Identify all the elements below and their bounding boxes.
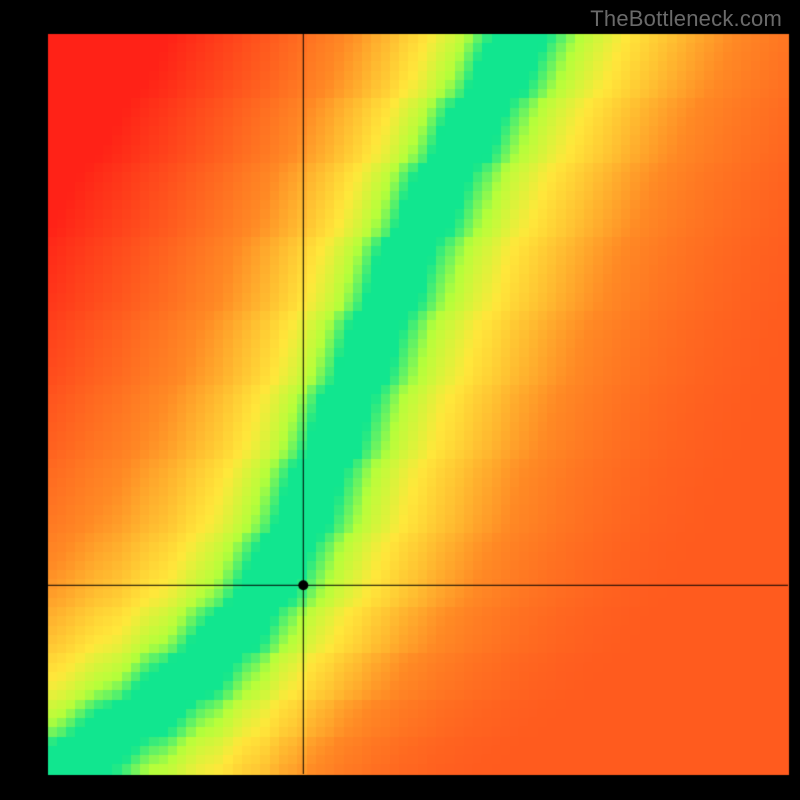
heatmap-canvas [0, 0, 800, 800]
watermark-text: TheBottleneck.com [590, 6, 782, 32]
chart-container: TheBottleneck.com [0, 0, 800, 800]
